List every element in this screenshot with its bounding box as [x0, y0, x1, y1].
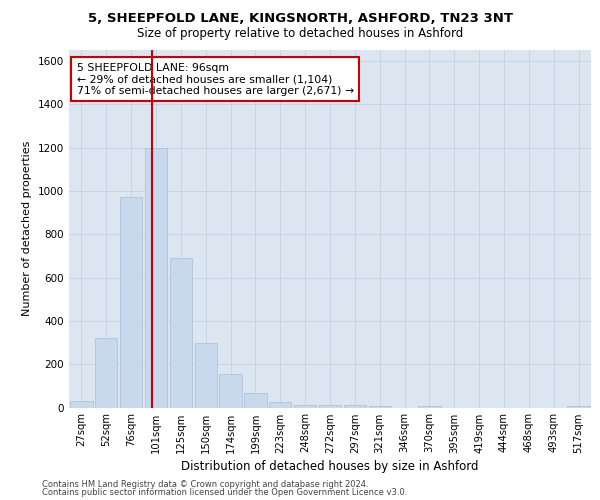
Bar	[70, 401, 92, 407]
Bar	[269, 402, 292, 407]
Bar	[568, 406, 590, 408]
Bar	[145, 148, 167, 408]
Text: 5, SHEEPFOLD LANE, KINGSNORTH, ASHFORD, TN23 3NT: 5, SHEEPFOLD LANE, KINGSNORTH, ASHFORD, …	[88, 12, 512, 26]
Bar	[95, 338, 118, 407]
Bar	[194, 342, 217, 407]
Bar	[170, 258, 192, 408]
Bar	[244, 394, 266, 407]
X-axis label: Distribution of detached houses by size in Ashford: Distribution of detached houses by size …	[181, 460, 479, 472]
Bar	[418, 406, 440, 408]
Bar	[368, 406, 391, 408]
Bar	[344, 404, 366, 407]
Text: Size of property relative to detached houses in Ashford: Size of property relative to detached ho…	[137, 28, 463, 40]
Text: 5 SHEEPFOLD LANE: 96sqm
← 29% of detached houses are smaller (1,104)
71% of semi: 5 SHEEPFOLD LANE: 96sqm ← 29% of detache…	[77, 62, 354, 96]
Bar	[319, 404, 341, 407]
Bar	[294, 404, 316, 407]
Text: Contains HM Land Registry data © Crown copyright and database right 2024.: Contains HM Land Registry data © Crown c…	[42, 480, 368, 489]
Bar	[120, 198, 142, 408]
Bar	[220, 374, 242, 408]
Y-axis label: Number of detached properties: Number of detached properties	[22, 141, 32, 316]
Text: Contains public sector information licensed under the Open Government Licence v3: Contains public sector information licen…	[42, 488, 407, 497]
